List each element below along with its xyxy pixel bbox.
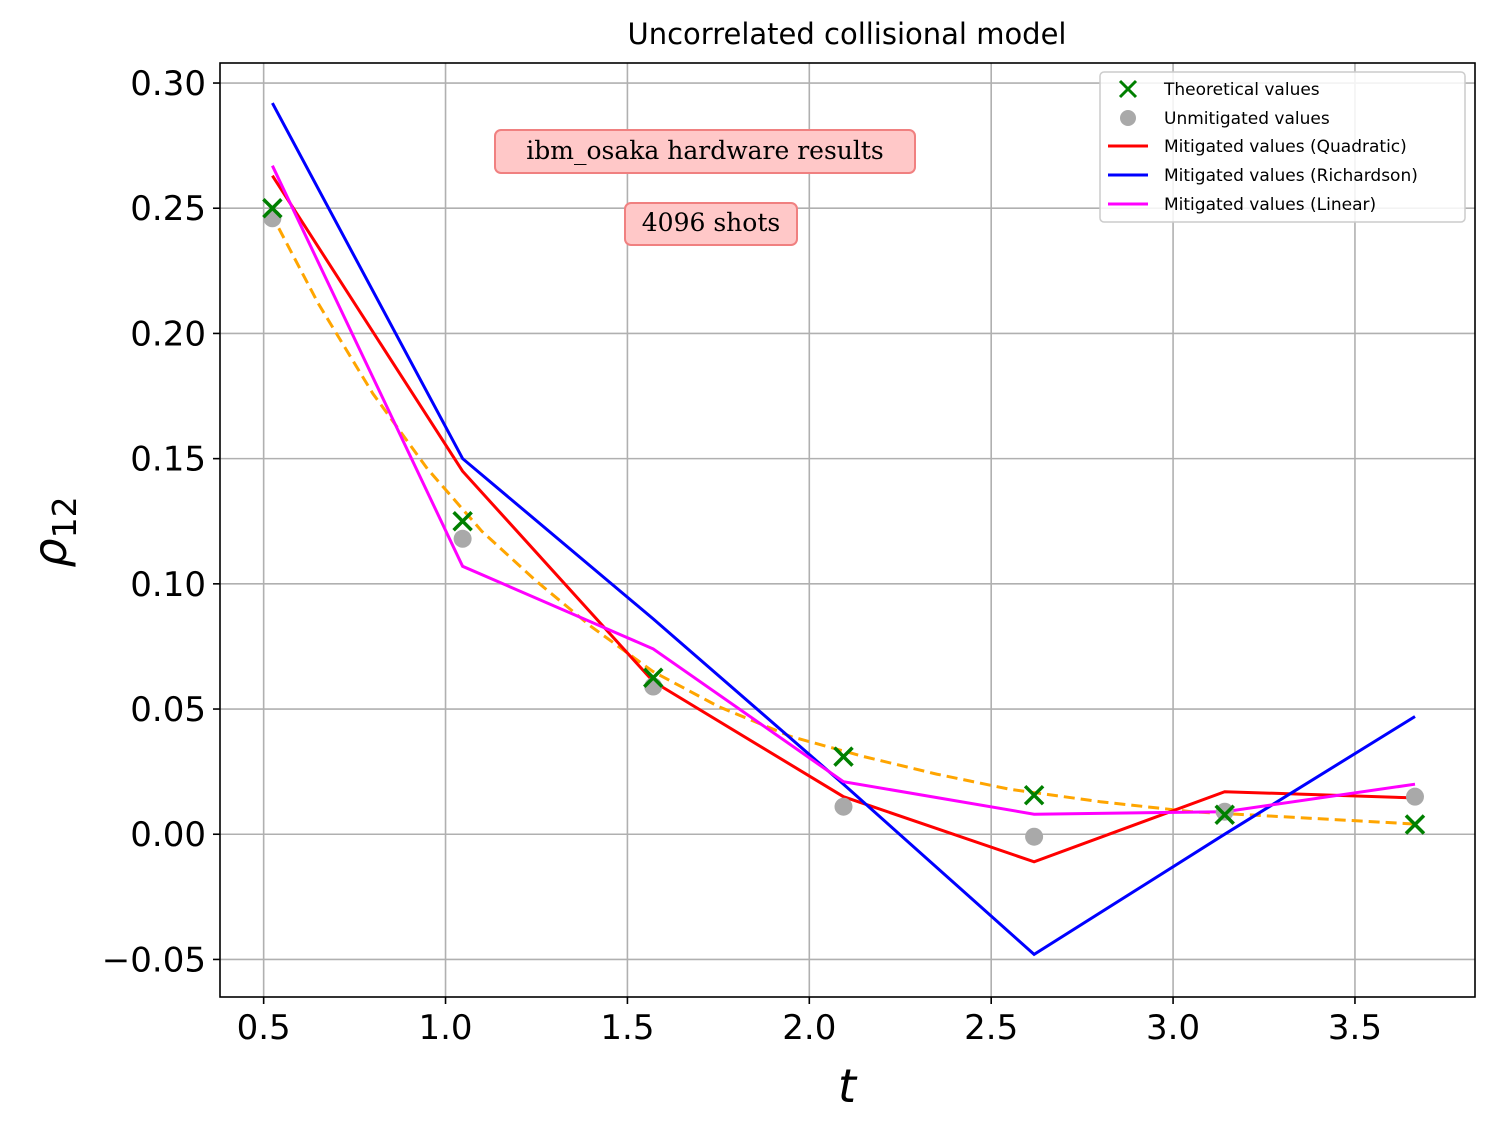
chart-title: Uncorrelated collisional model xyxy=(628,17,1067,51)
theoretical-point xyxy=(452,510,473,532)
x-tick-label: 2.5 xyxy=(964,1008,1018,1048)
x-tick-label: 1.0 xyxy=(418,1008,472,1048)
legend-label-linear: Mitigated values (Linear) xyxy=(1164,195,1376,215)
legend-label-richardson: Mitigated values (Richardson) xyxy=(1164,166,1418,186)
theoretical-point xyxy=(262,197,283,219)
y-axis-label: ρ12 xyxy=(23,496,84,567)
y-tick-label: −0.05 xyxy=(102,940,206,980)
x-tick-label: 1.5 xyxy=(600,1008,654,1048)
legend-entry-quadratic: Mitigated values (Quadratic) xyxy=(1108,137,1407,157)
legend-entry-theoretical: Theoretical values xyxy=(1118,79,1320,100)
theoretical-point xyxy=(643,667,664,688)
x-tick-label: 3.5 xyxy=(1328,1008,1382,1048)
unmitigated-point xyxy=(1025,827,1044,846)
x-tick-label: 0.5 xyxy=(237,1008,291,1048)
annotation-shots-box xyxy=(624,202,798,246)
unmitigated-point xyxy=(834,797,853,816)
annotation-hardware-text: ibm_osaka hardware results xyxy=(526,136,884,165)
legend-marker-unmitigated xyxy=(1120,110,1136,126)
theory-curve-line xyxy=(269,212,1417,826)
annotation-hardware: ibm_osaka hardware results xyxy=(494,129,916,174)
y-tick-label: 0.20 xyxy=(130,314,206,354)
legend-label-quadratic: Mitigated values (Quadratic) xyxy=(1164,137,1407,157)
legend-marker-theoretical xyxy=(1118,79,1138,99)
x-axis-label: t xyxy=(838,1059,858,1113)
y-tick-label: 0.05 xyxy=(130,690,206,730)
y-tick-label: 0.10 xyxy=(130,565,206,605)
unmitigated-point xyxy=(453,529,472,548)
legend-entry-linear: Mitigated values (Linear) xyxy=(1108,195,1376,215)
legend-entry-unmitigated: Unmitigated values xyxy=(1120,109,1330,129)
series-layer xyxy=(262,102,1426,957)
plot-frame xyxy=(219,62,1476,998)
legend: Theoretical values Unmitigated values Mi… xyxy=(1099,71,1466,223)
y-axis-label-subscript: 12 xyxy=(45,496,84,538)
annotation-hardware-box xyxy=(494,129,916,174)
y-tick-label: 0.25 xyxy=(130,189,206,229)
y-tick-label: 0.30 xyxy=(130,64,206,104)
theoretical-point xyxy=(1214,804,1235,825)
series-line-mitigated-values-quadratic xyxy=(271,174,1416,864)
series-line-mitigated-values-richardson xyxy=(271,102,1416,957)
annotation-shots-text: 4096 shots xyxy=(642,208,780,237)
unmitigated-point xyxy=(1405,787,1424,806)
x-tick-label: 3.0 xyxy=(1146,1008,1200,1048)
legend-frame xyxy=(1099,71,1466,223)
y-tick-label: 0.15 xyxy=(130,440,206,480)
unmitigated-point xyxy=(1215,802,1234,821)
theoretical-point xyxy=(1404,814,1426,835)
y-tick-label: 0.00 xyxy=(130,815,206,855)
legend-label-theoretical: Theoretical values xyxy=(1163,80,1320,100)
legend-label-unmitigated: Unmitigated values xyxy=(1164,109,1330,129)
y-axis-label-symbol: ρ xyxy=(23,538,77,567)
series-line-mitigated-values-linear xyxy=(271,165,1416,816)
theoretical-point xyxy=(833,746,854,767)
unmitigated-point xyxy=(263,209,282,228)
axis-ticks: 0.5 1.0 1.5 2.0 2.5 3.0 3.5 −0.05 0.00 0.05 0.10 0.… xyxy=(102,64,1382,1048)
legend-entry-richardson: Mitigated values (Richardson) xyxy=(1108,166,1418,186)
theoretical-point xyxy=(1023,784,1045,806)
annotation-shots: 4096 shots xyxy=(624,202,798,246)
x-tick-label: 2.0 xyxy=(782,1008,836,1048)
